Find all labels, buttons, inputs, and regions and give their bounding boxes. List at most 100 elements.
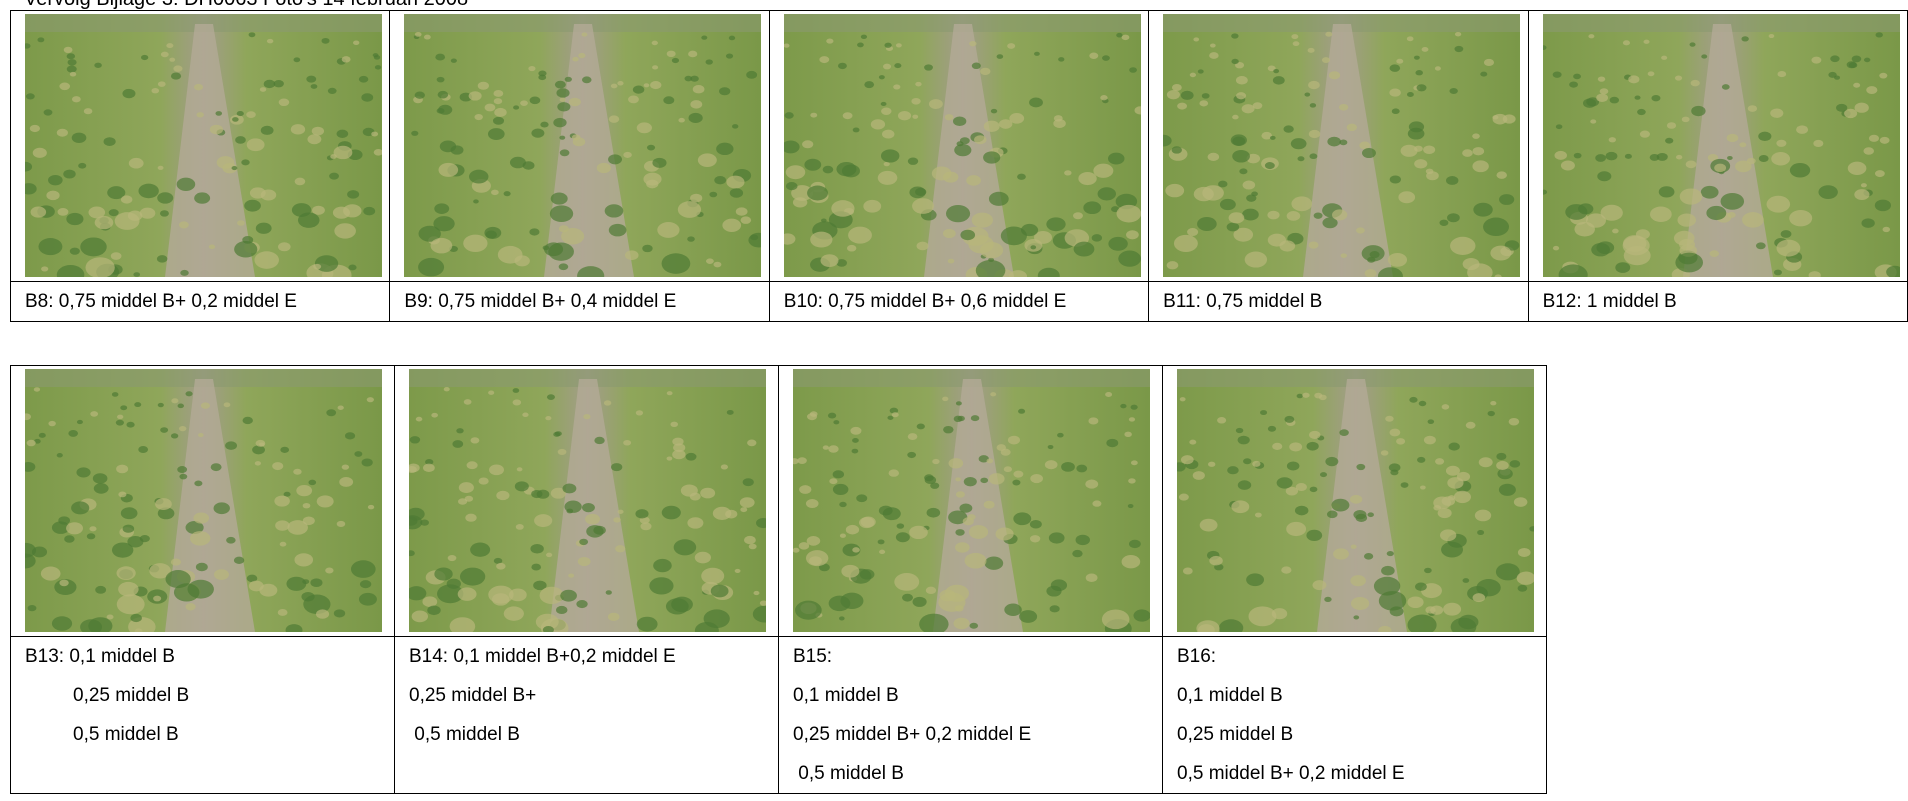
tuft bbox=[955, 542, 970, 552]
tuft bbox=[1054, 115, 1063, 121]
tuft bbox=[1414, 56, 1420, 60]
tuft bbox=[1853, 83, 1860, 88]
tuft bbox=[494, 98, 502, 104]
tuft bbox=[1720, 193, 1744, 210]
tuft bbox=[469, 170, 488, 184]
tuft bbox=[753, 591, 759, 595]
tuft bbox=[1131, 405, 1138, 410]
tuft bbox=[1292, 196, 1313, 211]
caption-row: B13: 0,1 middel B0,25 middel B0,5 middel… bbox=[11, 637, 1547, 794]
tuft bbox=[334, 146, 353, 159]
tuft bbox=[740, 497, 755, 508]
tuft bbox=[1100, 95, 1107, 100]
tuft bbox=[633, 86, 644, 94]
tuft bbox=[474, 199, 480, 203]
tuft bbox=[829, 478, 837, 484]
tuft bbox=[1420, 485, 1426, 489]
tuft bbox=[554, 118, 567, 127]
tuft bbox=[989, 473, 1005, 484]
tuft bbox=[359, 593, 377, 606]
tuft bbox=[732, 124, 738, 129]
tuft bbox=[1350, 575, 1365, 586]
tuft bbox=[249, 32, 256, 37]
tuft bbox=[1555, 124, 1562, 129]
tuft bbox=[317, 495, 334, 507]
tuft bbox=[1030, 520, 1042, 529]
tuft bbox=[1389, 463, 1401, 471]
tuft bbox=[337, 130, 349, 138]
tuft bbox=[464, 399, 472, 405]
tuft bbox=[422, 596, 437, 607]
tuft bbox=[1021, 224, 1038, 236]
tuft bbox=[1209, 52, 1219, 59]
tuft bbox=[840, 534, 846, 538]
tuft bbox=[275, 520, 290, 530]
tuft bbox=[452, 440, 463, 448]
tuft bbox=[235, 136, 246, 144]
tuft bbox=[121, 195, 132, 203]
tuft bbox=[555, 81, 566, 89]
tuft bbox=[1325, 32, 1332, 37]
tuft bbox=[112, 392, 119, 397]
tuft bbox=[1328, 137, 1342, 147]
tuft bbox=[140, 208, 156, 219]
tuft bbox=[679, 118, 685, 123]
tuft bbox=[701, 568, 724, 584]
tuft bbox=[306, 76, 316, 83]
tuft bbox=[635, 509, 648, 518]
tuft bbox=[496, 563, 505, 570]
tuft bbox=[171, 398, 178, 403]
tuft bbox=[971, 415, 979, 421]
tuft bbox=[550, 205, 573, 222]
tuft bbox=[585, 514, 600, 525]
photo-cell bbox=[395, 366, 779, 637]
tuft bbox=[653, 158, 667, 168]
tuft bbox=[26, 93, 35, 99]
tuft bbox=[735, 569, 741, 573]
tuft bbox=[68, 430, 78, 437]
tuft bbox=[1658, 186, 1674, 197]
tuft bbox=[1392, 108, 1400, 114]
tuft bbox=[674, 539, 697, 555]
tuft bbox=[698, 153, 717, 167]
tuft bbox=[1353, 615, 1359, 619]
tuft bbox=[972, 63, 981, 69]
photo bbox=[409, 369, 766, 632]
photo-row bbox=[11, 366, 1547, 637]
tuft bbox=[1073, 242, 1094, 257]
tuft bbox=[1674, 231, 1695, 246]
tuft bbox=[823, 445, 829, 449]
tuft bbox=[1666, 122, 1675, 129]
tuft bbox=[278, 242, 291, 251]
tuft bbox=[214, 569, 229, 580]
tuft bbox=[456, 428, 463, 433]
tuft bbox=[67, 66, 77, 73]
tuft bbox=[530, 228, 540, 235]
tuft bbox=[786, 165, 806, 179]
tuft bbox=[847, 245, 856, 252]
tuft bbox=[838, 63, 847, 69]
tuft bbox=[942, 397, 948, 402]
tuft bbox=[431, 238, 453, 254]
tuft bbox=[893, 84, 900, 89]
tuft bbox=[478, 82, 489, 90]
tuft bbox=[510, 157, 526, 168]
tuft bbox=[1102, 55, 1110, 61]
tuft bbox=[1007, 43, 1015, 49]
tuft bbox=[169, 58, 175, 62]
tuft bbox=[990, 392, 996, 396]
tuft bbox=[1302, 393, 1309, 398]
tuft bbox=[1309, 241, 1319, 248]
tuft bbox=[1597, 171, 1611, 181]
tuft bbox=[644, 83, 650, 87]
tuft bbox=[1860, 183, 1866, 187]
tuft bbox=[930, 482, 939, 488]
tuft bbox=[232, 117, 239, 122]
tuft bbox=[418, 258, 444, 277]
tuft bbox=[687, 517, 703, 528]
tuft bbox=[1390, 606, 1404, 616]
tuft bbox=[196, 563, 208, 572]
tuft bbox=[625, 250, 639, 260]
tuft bbox=[117, 594, 145, 614]
